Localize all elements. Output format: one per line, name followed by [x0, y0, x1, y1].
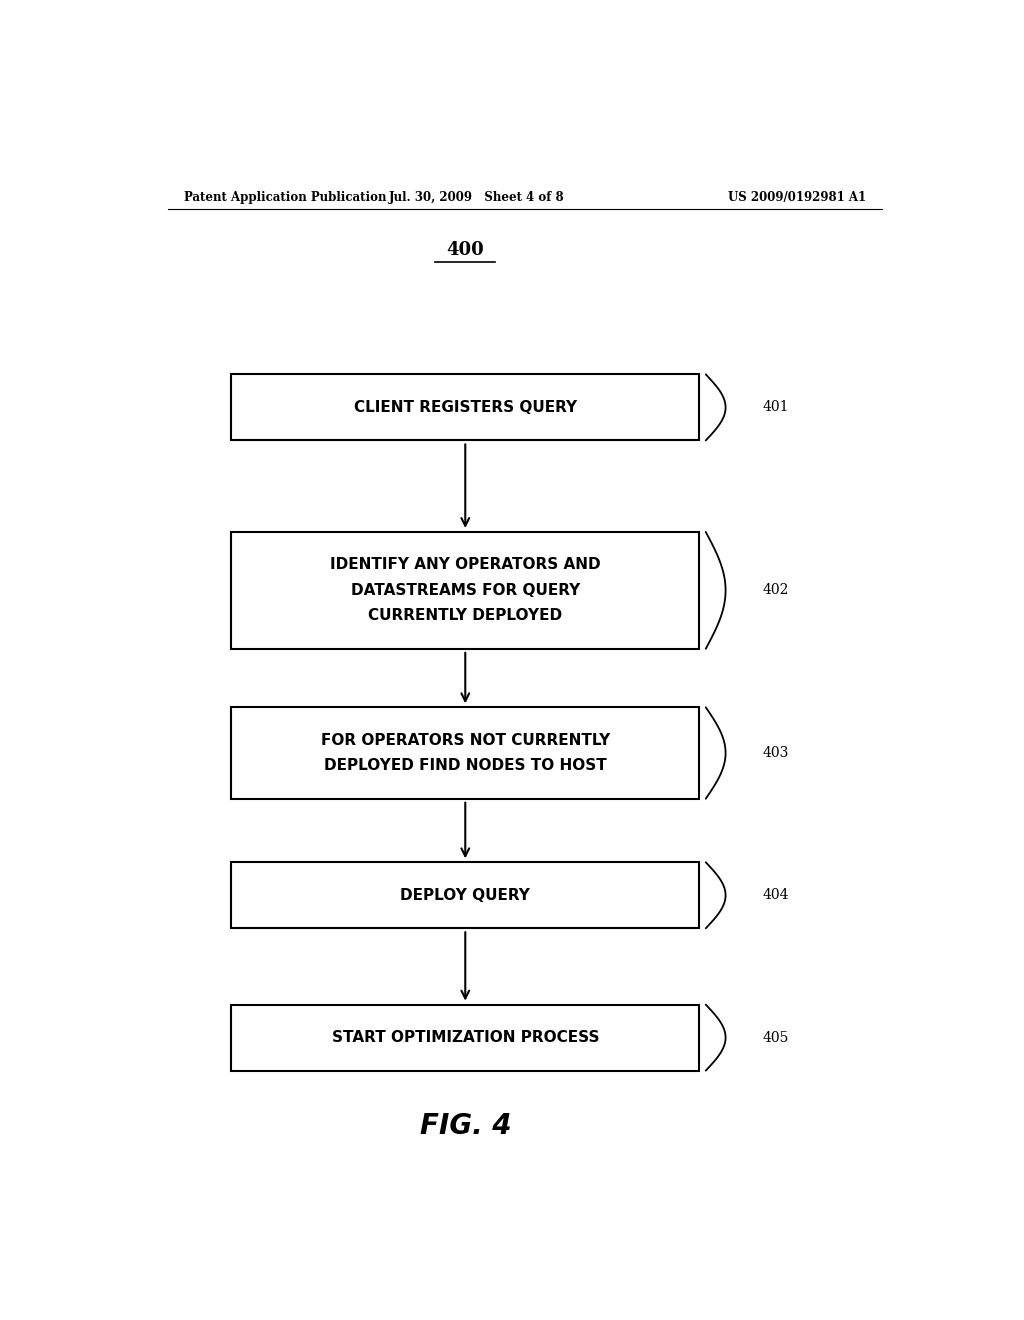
Text: 404: 404: [763, 888, 790, 903]
Bar: [231, 708, 699, 799]
Bar: [231, 532, 699, 649]
Text: DEPLOYED FIND NODES TO HOST: DEPLOYED FIND NODES TO HOST: [324, 758, 606, 774]
Text: 405: 405: [763, 1031, 790, 1044]
Text: FIG. 4: FIG. 4: [420, 1111, 511, 1140]
Text: CURRENTLY DEPLOYED: CURRENTLY DEPLOYED: [369, 609, 562, 623]
Text: 403: 403: [763, 746, 790, 760]
Text: DEPLOY QUERY: DEPLOY QUERY: [400, 888, 530, 903]
Text: START OPTIMIZATION PROCESS: START OPTIMIZATION PROCESS: [332, 1030, 599, 1045]
Bar: [231, 1005, 699, 1071]
Bar: [231, 862, 699, 928]
Bar: [231, 375, 699, 441]
Text: Patent Application Publication: Patent Application Publication: [183, 190, 386, 203]
Text: Jul. 30, 2009   Sheet 4 of 8: Jul. 30, 2009 Sheet 4 of 8: [389, 190, 565, 203]
Text: 401: 401: [763, 400, 790, 414]
Text: CLIENT REGISTERS QUERY: CLIENT REGISTERS QUERY: [353, 400, 577, 414]
Text: 400: 400: [446, 240, 484, 259]
Text: FOR OPERATORS NOT CURRENTLY: FOR OPERATORS NOT CURRENTLY: [321, 733, 610, 748]
Text: IDENTIFY ANY OPERATORS AND: IDENTIFY ANY OPERATORS AND: [330, 557, 601, 573]
Text: US 2009/0192981 A1: US 2009/0192981 A1: [728, 190, 866, 203]
Text: DATASTREAMS FOR QUERY: DATASTREAMS FOR QUERY: [350, 583, 580, 598]
Text: 402: 402: [763, 583, 790, 598]
